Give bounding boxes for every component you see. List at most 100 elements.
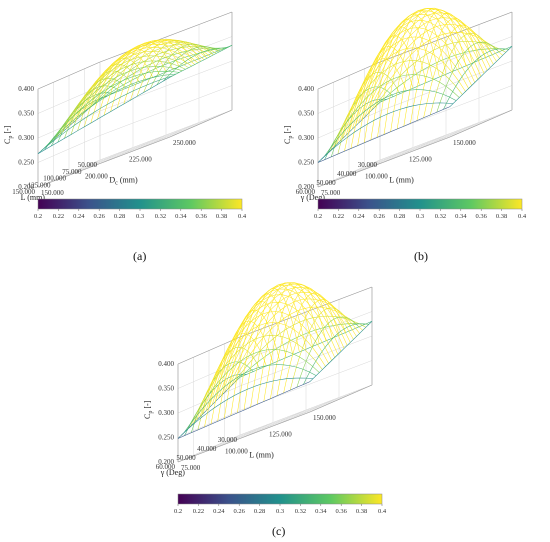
surface-line	[327, 74, 460, 154]
z-tick-label: 0.250	[158, 434, 174, 442]
surface-line	[239, 321, 373, 378]
surface-line	[436, 41, 500, 113]
z-axis-label: Cp [-]	[283, 125, 294, 144]
surface-line	[443, 48, 506, 110]
surface-mesh	[177, 282, 373, 439]
colorbar-tick-label: 0.32	[435, 213, 446, 220]
colorbar: 0.2 0.22 0.24 0.26 0.28 0.3 0.32 0.34 0.36 0.38 0.…	[314, 198, 527, 220]
colorbar-ramp	[177, 493, 383, 505]
surface-line	[180, 377, 314, 436]
axis-edge	[379, 11, 513, 63]
x-tick-label: 40.000	[337, 170, 357, 178]
colorbar-tick-label: 0.4	[378, 508, 387, 515]
surface-line	[223, 300, 287, 419]
colorbar-tick-label: 0.34	[315, 508, 327, 515]
x-tick-label: 50.000	[316, 179, 336, 187]
surface-line	[123, 39, 187, 105]
y-tick-label: 100.000	[365, 172, 388, 180]
colorbar-tick-label: 0.2	[34, 213, 42, 220]
x-tick-label: 75.000	[62, 168, 82, 176]
y-tick-label: 125.000	[269, 431, 292, 439]
surface-line	[40, 75, 174, 152]
y-tick-label: 225.000	[129, 156, 152, 164]
surface-line	[199, 301, 332, 418]
axis-edge	[239, 286, 373, 338]
surface-line	[324, 98, 387, 160]
surface-line	[410, 12, 473, 124]
axes-box	[317, 11, 513, 188]
x-tick-label: 150.000	[12, 188, 35, 196]
surface-line	[177, 381, 311, 439]
colorbar-tick-label: 0.34	[175, 213, 187, 220]
grid-line	[333, 130, 466, 181]
z-tick-label: 0.350	[158, 385, 174, 393]
grid-line	[193, 405, 326, 456]
surface-line	[193, 322, 326, 424]
axis-edge	[169, 109, 233, 138]
surface-line	[333, 47, 466, 148]
surface-line	[184, 373, 247, 436]
colorbar-tick-label: 0.38	[356, 508, 367, 515]
x-tick-label: 30.000	[218, 436, 238, 444]
x-tick-label: 60.000	[296, 188, 316, 196]
axis-edge	[177, 336, 241, 365]
y-axis-label: L (mm)	[249, 451, 274, 460]
surface-line	[169, 45, 233, 78]
surface-line	[283, 299, 346, 394]
grid-line	[416, 122, 480, 150]
colorbar-tick-label: 0.38	[216, 213, 227, 220]
colorbar: 0.2 0.22 0.24 0.26 0.28 0.3 0.32 0.34 0.36 0.38 0.…	[174, 493, 387, 515]
axis-edge	[309, 384, 373, 413]
surface-line	[416, 18, 480, 121]
surface-line	[96, 46, 229, 102]
colorbar-tick-label: 0.34	[455, 213, 467, 220]
z-tick-label: 0.400	[298, 85, 314, 93]
surface-line	[323, 89, 457, 157]
surface-line	[383, 10, 447, 135]
x-tick-label: 40.000	[197, 445, 217, 453]
z-tick-label: 0.350	[18, 110, 34, 118]
chart-panel-b: 0.200 0.250 0.300 0.350 0.400 Cp [-] 30.000 40.…	[280, 0, 550, 220]
surface-line	[44, 95, 107, 151]
colorbar-tick-label: 0.32	[295, 508, 306, 515]
surface-line	[53, 60, 186, 141]
z-axis-label: Cp [-]	[3, 125, 14, 144]
y-tick-label: 150.000	[313, 414, 336, 422]
axis-edge	[449, 109, 513, 138]
colorbar-ramp	[37, 198, 243, 210]
surface-mesh	[317, 7, 513, 163]
axis-edge	[37, 136, 171, 188]
surface-plot-a: 0.200 0.250 0.300 0.350 0.400 Cp [-] 50.00075.…	[3, 11, 247, 220]
surface-line	[309, 321, 373, 382]
colorbar-tick-label: 0.24	[353, 213, 365, 220]
y-tick-label: 75.000	[321, 189, 341, 197]
surface-line	[196, 311, 329, 421]
colorbar-tick-label: 0.22	[193, 508, 204, 515]
surface-line	[270, 287, 333, 399]
x-tick-label: 30.000	[358, 161, 378, 169]
surface-line	[190, 335, 323, 427]
surface-line	[289, 307, 353, 391]
z-tick-label: 0.200	[158, 458, 174, 466]
z-tick-label: 0.250	[18, 159, 34, 167]
surface-line	[363, 26, 427, 143]
surface-line	[243, 284, 307, 411]
z-axis-label: Cp [-]	[143, 400, 154, 419]
surface-line	[256, 282, 320, 405]
grid-line	[276, 397, 340, 425]
surface-line	[339, 27, 472, 142]
x-tick-label: 50.000	[176, 454, 196, 462]
x-axis-label: γ (Deg)	[160, 468, 186, 477]
x-tick-label: 100.000	[43, 175, 66, 183]
x-axis-label: L (mm)	[21, 193, 46, 202]
grid-line	[383, 134, 447, 163]
z-tick-label: 0.300	[298, 134, 314, 142]
x-tick-label: 50.000	[78, 161, 98, 169]
surface-line	[44, 73, 177, 149]
grid-line	[53, 130, 186, 181]
surface-line	[423, 24, 486, 118]
surface-line	[56, 55, 189, 138]
y-tick-label: 250.000	[173, 139, 196, 147]
colorbar-tick-label: 0.3	[136, 213, 144, 220]
caption-b: (b)	[414, 249, 428, 263]
